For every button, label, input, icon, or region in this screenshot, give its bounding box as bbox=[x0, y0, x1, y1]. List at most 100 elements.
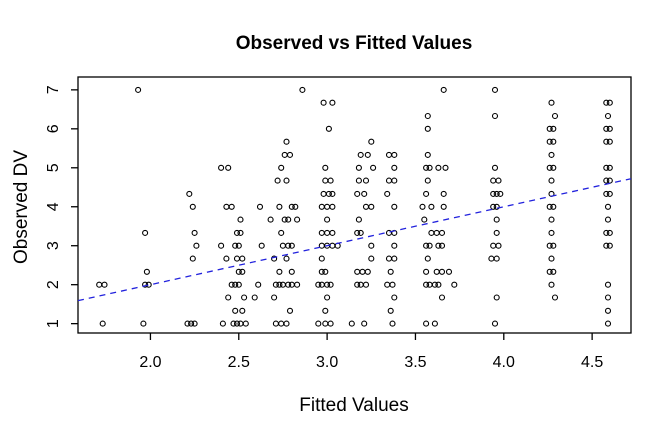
data-point bbox=[603, 229, 610, 236]
data-point bbox=[299, 86, 306, 93]
data-point bbox=[348, 320, 355, 327]
data-point bbox=[142, 229, 149, 236]
data-point bbox=[274, 177, 281, 184]
data-point bbox=[423, 242, 430, 249]
data-point bbox=[491, 164, 499, 171]
y-tick-label: 4 bbox=[45, 202, 62, 211]
data-point bbox=[431, 281, 438, 288]
data-point bbox=[292, 203, 299, 210]
x-tick-label: 4.0 bbox=[493, 354, 515, 371]
data-point bbox=[329, 242, 336, 249]
data-point bbox=[551, 112, 559, 120]
data-point bbox=[355, 164, 362, 171]
data-point bbox=[318, 203, 325, 210]
data-point bbox=[438, 242, 446, 249]
data-point bbox=[391, 151, 398, 158]
data-point bbox=[255, 281, 262, 288]
data-point bbox=[186, 190, 193, 197]
data-point bbox=[426, 242, 433, 249]
data-point bbox=[258, 242, 265, 249]
data-point bbox=[433, 229, 440, 236]
data-point bbox=[135, 86, 142, 93]
data-point bbox=[493, 216, 500, 223]
data-point bbox=[424, 177, 431, 184]
data-point bbox=[488, 255, 495, 262]
data-point bbox=[218, 164, 225, 171]
data-point bbox=[237, 229, 244, 236]
data-point bbox=[325, 125, 332, 132]
data-point bbox=[364, 268, 371, 275]
data-point bbox=[354, 190, 361, 197]
data-point bbox=[548, 177, 555, 184]
data-point bbox=[322, 268, 329, 275]
data-point bbox=[546, 203, 553, 210]
data-point bbox=[391, 294, 398, 301]
data-point bbox=[294, 281, 301, 288]
data-point bbox=[604, 307, 612, 314]
data-point bbox=[438, 229, 446, 236]
data-point bbox=[329, 229, 336, 236]
data-point bbox=[324, 229, 331, 236]
data-point bbox=[355, 177, 362, 184]
data-point bbox=[426, 281, 433, 288]
y-axis-title: Observed DV bbox=[11, 150, 32, 264]
data-point bbox=[548, 281, 555, 288]
data-point bbox=[546, 268, 553, 275]
data-point bbox=[281, 216, 288, 223]
data-point bbox=[490, 242, 497, 249]
data-point bbox=[361, 320, 368, 327]
data-point bbox=[438, 268, 446, 275]
data-point bbox=[276, 281, 283, 288]
data-point bbox=[315, 320, 322, 327]
axes: 2.0 2.5 3.0 3.5 4.0 4.5 1 2 3 4 5 6 7 bbox=[45, 76, 632, 371]
data-point bbox=[497, 190, 504, 197]
data-point bbox=[283, 255, 290, 262]
data-point bbox=[604, 294, 612, 301]
data-point bbox=[603, 138, 610, 145]
x-tick-label: 3.5 bbox=[404, 354, 426, 371]
identity-reference-line bbox=[77, 178, 632, 302]
data-point bbox=[548, 229, 555, 236]
data-point bbox=[184, 320, 191, 327]
data-point bbox=[491, 112, 499, 120]
data-point bbox=[354, 268, 361, 275]
data-point bbox=[239, 307, 246, 314]
data-point bbox=[237, 216, 244, 223]
data-point bbox=[550, 125, 557, 132]
data-point bbox=[329, 190, 336, 197]
data-point bbox=[191, 229, 198, 236]
data-point bbox=[551, 294, 559, 301]
data-point bbox=[495, 242, 502, 249]
data-point bbox=[433, 268, 440, 275]
data-point bbox=[218, 242, 225, 249]
data-point bbox=[288, 242, 295, 249]
x-tick-label: 2.5 bbox=[228, 354, 250, 371]
data-point bbox=[361, 190, 368, 197]
data-points bbox=[96, 86, 613, 327]
data-point bbox=[288, 268, 295, 275]
data-point bbox=[233, 255, 241, 262]
data-point bbox=[385, 177, 393, 184]
data-point bbox=[368, 255, 375, 262]
data-point bbox=[490, 177, 497, 184]
data-point bbox=[421, 216, 428, 223]
data-point bbox=[286, 151, 294, 158]
data-point bbox=[603, 125, 610, 132]
data-point bbox=[276, 268, 283, 275]
data-point bbox=[550, 242, 557, 249]
data-point bbox=[235, 281, 242, 288]
data-point bbox=[362, 203, 370, 210]
data-point bbox=[419, 203, 426, 210]
data-point bbox=[603, 164, 610, 171]
data-point bbox=[604, 320, 612, 327]
data-point bbox=[232, 307, 239, 314]
data-point bbox=[143, 268, 150, 275]
y-tick-label: 3 bbox=[45, 241, 62, 250]
y-tick-label: 1 bbox=[45, 319, 62, 328]
data-point bbox=[435, 242, 442, 249]
data-point bbox=[272, 281, 279, 288]
data-point bbox=[320, 99, 327, 106]
data-point bbox=[322, 177, 329, 184]
